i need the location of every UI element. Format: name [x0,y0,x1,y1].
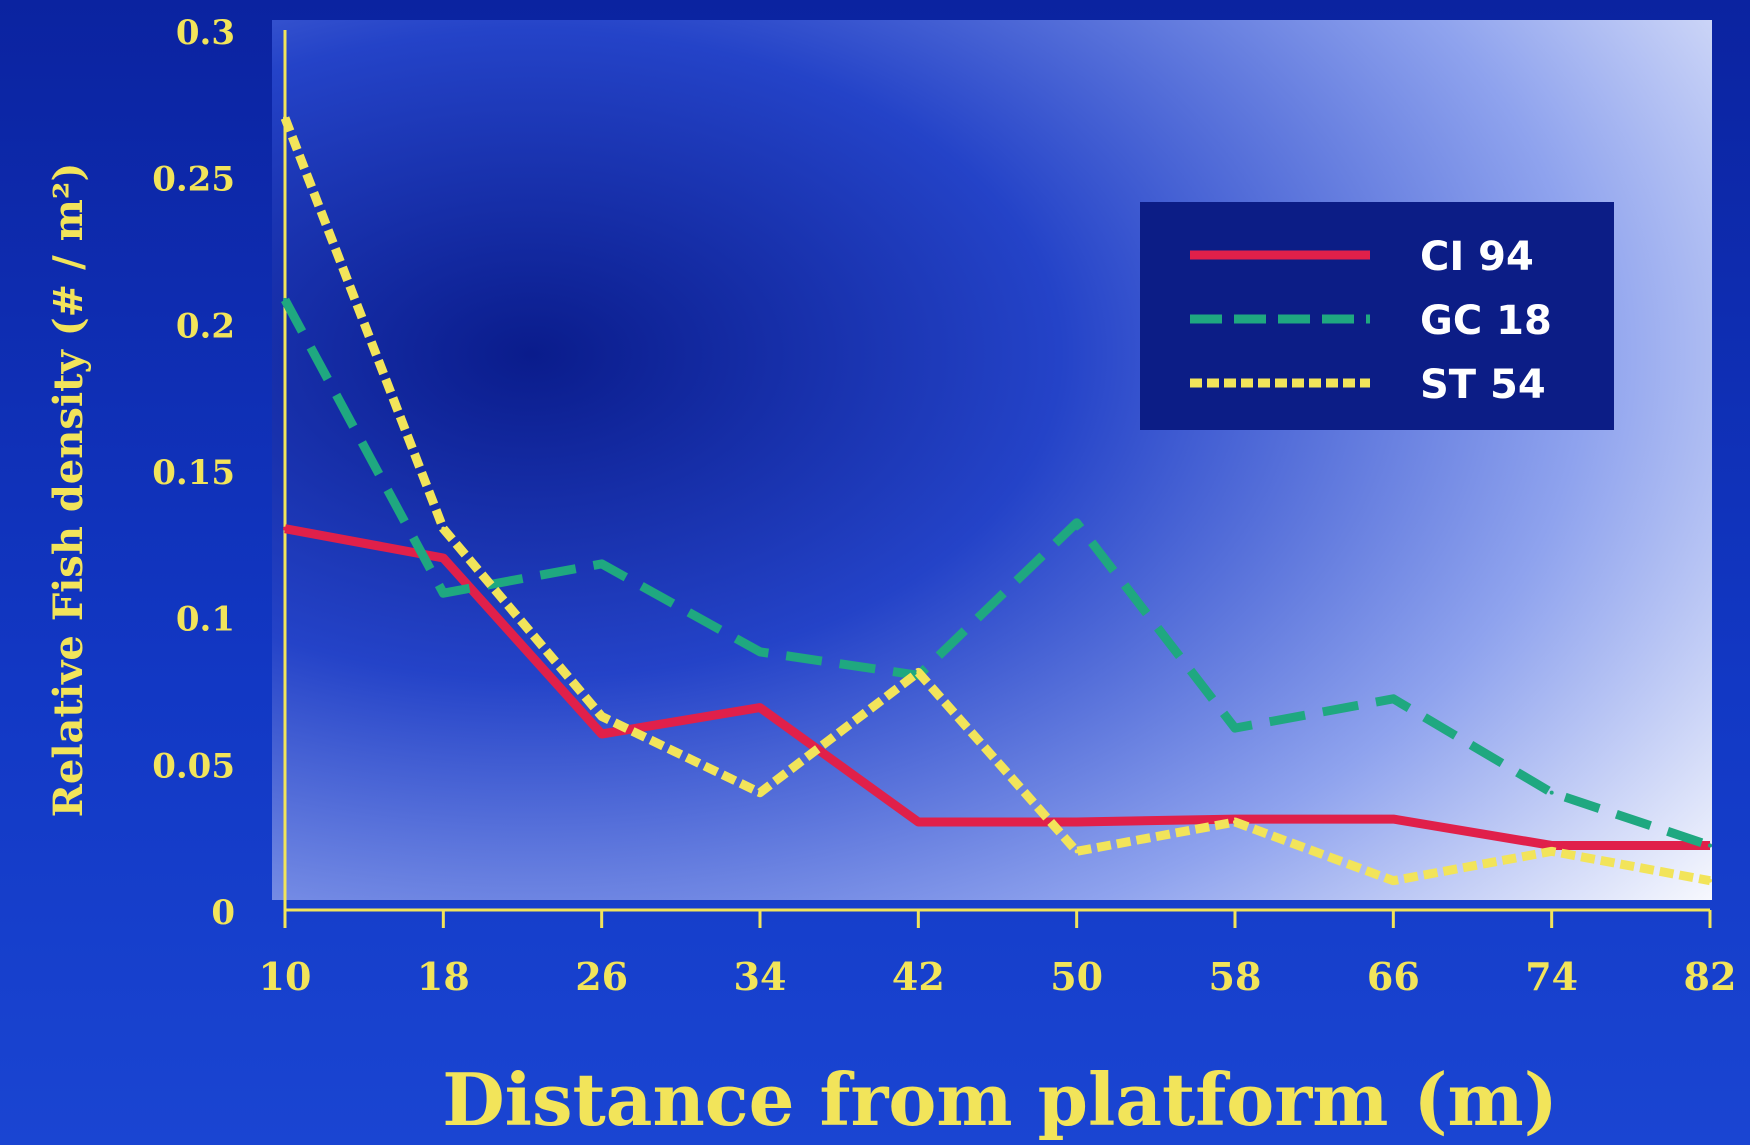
data-point [1708,843,1712,848]
legend: CI 94 GC 18 ST 54 [1140,202,1614,430]
x-tick-label: 50 [1050,954,1103,999]
data-point [1233,820,1237,824]
x-tick-label: 58 [1209,954,1262,999]
series-line-gc-18 [281,297,1712,850]
data-point [1074,520,1079,525]
data-point [758,649,762,654]
axis-labels: Distance from platform (m) Relative Fish … [45,163,1558,1142]
data-point [758,790,762,795]
x-tick-label: 18 [417,954,470,999]
data-point [1391,878,1396,883]
data-point [1391,817,1396,822]
x-tick-label: 74 [1525,954,1578,999]
data-point [1549,849,1554,854]
data-point [441,526,446,531]
data-point [441,556,446,560]
y-axis-label: Relative Fish density (# / m²) [45,163,92,818]
data-point [1708,878,1712,883]
x-tick-label: 34 [734,954,787,999]
data-point [441,591,446,596]
y-tick-label: 0.05 [152,746,235,786]
data-point [916,820,921,824]
data-point [283,116,287,120]
y-tick-label: 0.2 [176,306,235,346]
data-point [1074,849,1079,854]
data-point [758,705,762,710]
data-point [599,714,604,719]
x-tick-label: 42 [892,954,945,999]
data-point [916,670,921,675]
axes: 10 18 26 34 42 50 58 66 74 82 0 0.05 0.1 0.15 0.2 0.25 0… [152,13,1736,999]
series-layer [280,116,1712,886]
series-line-st-54 [280,116,1711,886]
data-point [599,561,604,566]
x-axis-label: Distance from platform (m) [442,1057,1558,1142]
y-tick-label: 0.25 [152,160,235,200]
series-line-ci-94 [284,524,1710,850]
y-tick-label: 0 [211,893,235,933]
data-point [1074,820,1079,824]
legend-label: CI 94 [1420,234,1534,280]
data-point [1549,790,1554,795]
x-tick-label: 26 [575,954,628,999]
data-point [283,526,287,531]
x-tick-label: 82 [1684,954,1737,999]
data-point [599,732,604,736]
x-tick-label: 66 [1367,954,1420,999]
y-tick-label: 0.3 [176,13,235,53]
data-point [1391,696,1396,701]
y-tick-label: 0.1 [176,600,235,640]
data-point [1233,726,1237,731]
data-point [1549,843,1554,848]
legend-label: ST 54 [1420,362,1546,408]
plot-area [272,20,1712,900]
x-tick-label: 10 [259,954,312,999]
legend-label: GC 18 [1420,298,1552,344]
y-tick-label: 0.15 [152,453,235,493]
data-point [283,297,287,302]
